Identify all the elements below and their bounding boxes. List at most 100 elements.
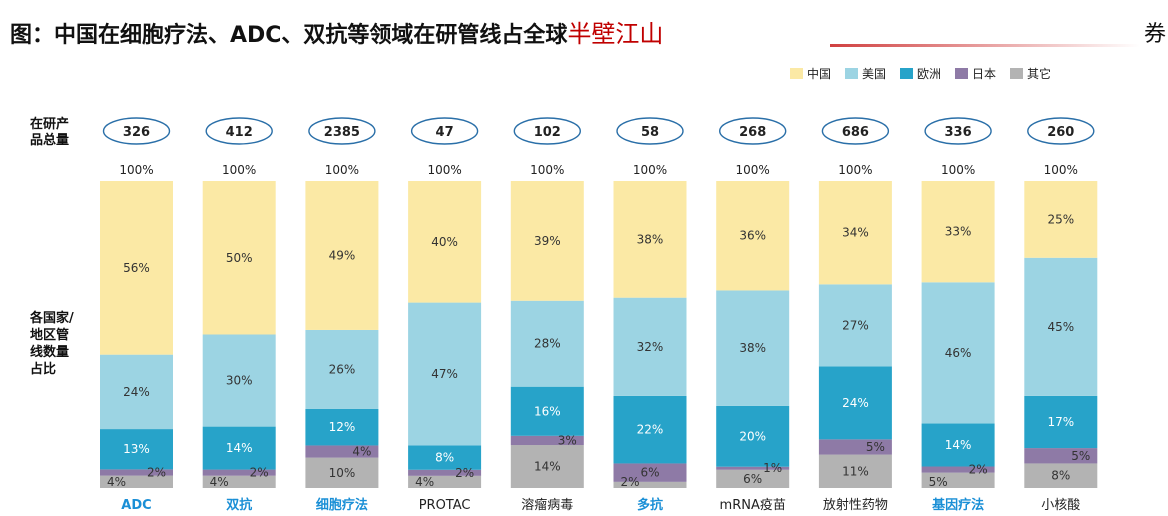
total-oval-7 xyxy=(821,117,890,145)
segment-label-4-3: 28% xyxy=(534,337,561,351)
segment-label-8-4: 33% xyxy=(945,225,972,239)
segment-label-7-2: 24% xyxy=(842,396,869,410)
bar-segment-5-1 xyxy=(613,463,687,482)
total-value-5: 58 xyxy=(641,125,659,140)
segment-label-4-4: 39% xyxy=(534,234,561,248)
bar-segment-0-4 xyxy=(100,181,173,355)
segment-label-1-0: 4% xyxy=(210,475,229,489)
segment-label-2-2: 12% xyxy=(329,420,356,434)
legend-label-2: 欧洲 xyxy=(917,67,941,81)
segment-label-0-4: 56% xyxy=(123,261,150,275)
legend-label-4: 其它 xyxy=(1027,66,1051,81)
segment-label-9-4: 25% xyxy=(1047,212,1074,226)
total-oval-9 xyxy=(1027,117,1095,145)
bar-segment-3-1 xyxy=(408,469,482,476)
segment-label-9-0: 8% xyxy=(1051,469,1070,483)
total-oval-5 xyxy=(616,117,684,145)
total-value-0: 326 xyxy=(123,125,150,140)
category-label-2: 细胞疗法 xyxy=(316,497,368,513)
top-percent-9: 100% xyxy=(1044,163,1078,177)
category-label-5: 多抗 xyxy=(637,497,663,513)
bar-segment-4-3 xyxy=(510,300,584,387)
total-oval-8 xyxy=(924,117,992,145)
bar-segment-7-1 xyxy=(818,439,892,455)
bar-segment-7-0 xyxy=(818,454,892,488)
segment-label-5-4: 38% xyxy=(637,232,664,246)
bar-segment-8-2 xyxy=(921,423,995,467)
legend-swatch-1 xyxy=(845,68,858,79)
top-percent-0: 100% xyxy=(119,163,153,177)
bar-segment-4-1 xyxy=(510,435,584,446)
bar-segment-7-3 xyxy=(818,284,892,367)
segment-label-3-3: 47% xyxy=(431,367,458,381)
segment-label-7-1: 5% xyxy=(866,440,885,454)
category-label-8: 基因疗法 xyxy=(931,497,984,513)
segment-label-3-2: 8% xyxy=(435,451,454,465)
segment-label-6-4: 36% xyxy=(739,229,766,243)
bar-segment-9-1 xyxy=(1024,448,1098,464)
bar-segment-3-3 xyxy=(408,302,482,446)
bar-segment-5-4 xyxy=(613,181,687,298)
title-highlight: 半壁江山 xyxy=(567,20,664,48)
bar-segment-5-0 xyxy=(613,481,687,488)
bar-segment-6-3 xyxy=(716,290,790,406)
segment-label-1-1: 2% xyxy=(250,466,269,480)
total-value-1: 412 xyxy=(226,125,253,140)
bar-segment-9-0 xyxy=(1024,463,1098,488)
page-title: 图：中国在细胞疗法、ADC、双抗等领域在研管线占全球半壁江山 xyxy=(10,14,663,49)
bar-segment-2-2 xyxy=(305,408,379,446)
total-oval-6 xyxy=(719,117,787,145)
bar-segment-7-4 xyxy=(818,181,892,285)
bar-segment-6-2 xyxy=(716,405,790,467)
total-oval-1 xyxy=(205,117,273,145)
bar-segment-6-4 xyxy=(716,181,790,291)
total-value-8: 336 xyxy=(945,125,972,140)
bar-segment-7-2 xyxy=(818,366,892,440)
total-oval-4 xyxy=(513,117,581,145)
bar-segment-5-3 xyxy=(613,297,687,396)
segment-label-8-1: 2% xyxy=(969,463,988,477)
bar-segment-2-3 xyxy=(305,329,379,409)
segment-label-5-3: 32% xyxy=(637,340,664,354)
total-value-7: 686 xyxy=(842,125,869,140)
top-percent-5: 100% xyxy=(633,163,667,177)
segment-label-2-3: 26% xyxy=(329,362,356,376)
segment-label-6-3: 38% xyxy=(739,341,766,355)
category-label-6: mRNA疫苗 xyxy=(720,497,786,513)
bar-segment-3-4 xyxy=(408,181,482,303)
total-value-6: 268 xyxy=(739,125,766,140)
segment-label-2-1: 4% xyxy=(352,445,371,459)
total-value-9: 260 xyxy=(1047,125,1074,140)
bar-segment-1-4 xyxy=(202,181,276,335)
top-percent-2: 100% xyxy=(325,163,359,177)
segment-label-6-1: 1% xyxy=(763,461,782,475)
total-value-2: 2385 xyxy=(324,125,360,140)
bar-segment-2-0 xyxy=(305,457,379,488)
segment-label-5-0: 2% xyxy=(620,475,639,489)
bar-segment-0-2 xyxy=(100,429,173,470)
legend-swatch-0 xyxy=(790,68,803,79)
segment-label-4-2: 16% xyxy=(534,404,561,418)
top-percent-1: 100% xyxy=(222,163,256,177)
segment-label-7-4: 34% xyxy=(842,226,869,240)
bar-segment-9-4 xyxy=(1024,181,1098,258)
segment-label-5-1: 6% xyxy=(640,466,659,480)
bar-segment-2-1 xyxy=(305,445,379,458)
segment-label-7-3: 27% xyxy=(842,318,869,332)
category-label-1: 双抗 xyxy=(226,497,252,513)
segment-label-4-1: 3% xyxy=(558,433,577,447)
top-percent-7: 100% xyxy=(838,163,872,177)
total-value-3: 47 xyxy=(436,125,454,140)
segment-label-1-2: 14% xyxy=(226,441,253,455)
bar-segment-9-2 xyxy=(1024,395,1098,449)
bar-segment-1-3 xyxy=(202,334,276,427)
segment-label-9-1: 5% xyxy=(1071,449,1090,463)
top-percent-8: 100% xyxy=(941,163,975,177)
segment-label-2-0: 10% xyxy=(329,466,356,480)
segment-label-8-0: 5% xyxy=(929,475,948,489)
bar-segment-9-3 xyxy=(1024,257,1098,396)
title-text: 图：中国在细胞疗法、ADC、双抗等领域在研管线占全球 xyxy=(10,23,568,48)
segment-label-0-3: 24% xyxy=(123,385,150,399)
category-label-3: PROTAC xyxy=(419,498,471,513)
